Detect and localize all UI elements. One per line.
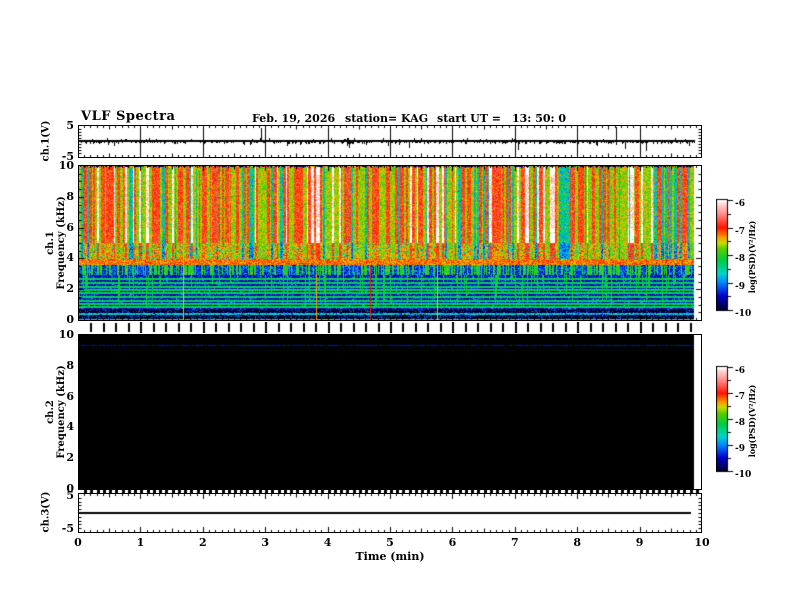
ch2-axis-line1: ch.2 — [45, 400, 56, 424]
ch2-axis-line2: Frequency (kHz) — [56, 365, 67, 459]
ch3v-ytick: -5 — [61, 522, 74, 535]
colorbar-tick: -9 — [735, 444, 745, 454]
ch1spec-ytick: 2 — [66, 282, 74, 296]
ch1-waveform-canvas — [79, 126, 701, 157]
ch1-spectrogram-panel — [78, 165, 702, 321]
ch1spec-ytick: 10 — [58, 159, 74, 172]
colorbar-ch2 — [716, 364, 736, 482]
time-xtick: 9 — [635, 536, 644, 549]
colorbar-tick: -10 — [735, 470, 752, 480]
time-xtick: 7 — [510, 536, 519, 549]
colorbar-tick: -7 — [735, 226, 745, 237]
ch3-waveform-canvas — [79, 494, 701, 532]
ch2-spectrogram-canvas — [79, 335, 701, 489]
tick-strip-lower — [79, 490, 701, 493]
ch2-spectrogram-panel — [78, 334, 702, 490]
ch1-spectrogram-canvas — [79, 166, 701, 320]
ch2-frequency-axis-label: ch.2 Frequency (kHz) — [45, 365, 67, 458]
time-xtick: 2 — [198, 536, 207, 549]
ch1v-ytick: 5 — [66, 119, 74, 132]
ch1-voltage-panel — [78, 125, 702, 158]
ch3v-ytick: 5 — [66, 489, 74, 502]
ch1spec-ytick: 8 — [66, 189, 74, 203]
time-axis-label: Time (min) — [355, 550, 425, 563]
colorbar-tick: -6 — [735, 199, 745, 209]
time-xtick: 10 — [694, 536, 710, 549]
ch2spec-ytick: 4 — [66, 420, 74, 434]
time-xtick: 6 — [448, 536, 457, 549]
ch1-axis-line2: Frequency (kHz) — [56, 196, 67, 290]
colorbar-tick: -6 — [735, 366, 745, 376]
colorbar-tick: -9 — [735, 281, 745, 292]
ch1-axis-line1: ch.1 — [45, 231, 56, 255]
start-ut-label: start UT = — [437, 112, 501, 125]
ch1-frequency-axis-label: ch.1 Frequency (kHz) — [45, 196, 67, 289]
ch1spec-ytick: 4 — [66, 251, 74, 265]
ch2spec-ytick: 2 — [66, 451, 74, 465]
ch2spec-ytick: 6 — [66, 389, 74, 403]
time-xtick: 4 — [323, 536, 332, 549]
colorbar-ch1 — [716, 197, 736, 315]
time-xtick: 3 — [261, 536, 270, 549]
ch1spec-ytick: 0 — [66, 313, 74, 326]
time-xtick: 8 — [573, 536, 582, 549]
ch1spec-ytick: 6 — [66, 220, 74, 234]
ch2spec-ytick: 0 — [66, 482, 74, 495]
station-label: station= KAG — [345, 112, 429, 125]
colorbar-tick: -7 — [735, 392, 745, 402]
colorbar-tick: -8 — [735, 254, 745, 264]
time-xtick: 5 — [386, 536, 394, 549]
colorbar-tick: -10 — [735, 309, 752, 319]
ch2spec-ytick: 10 — [58, 328, 74, 341]
plot-title: VLF Spectra — [81, 109, 176, 124]
date-label: Feb. 19, 2026 — [252, 112, 336, 125]
colorbar-tick: -8 — [735, 418, 745, 428]
ch2spec-ytick: 8 — [66, 358, 74, 372]
ch1v-ytick: -5 — [61, 150, 74, 163]
tick-strip-upper — [79, 322, 701, 333]
time-xtick: 0 — [74, 536, 82, 549]
time-xtick: 1 — [136, 536, 145, 549]
start-time-value: 13: 50: 0 — [512, 112, 567, 125]
ch3-voltage-panel — [78, 493, 702, 533]
